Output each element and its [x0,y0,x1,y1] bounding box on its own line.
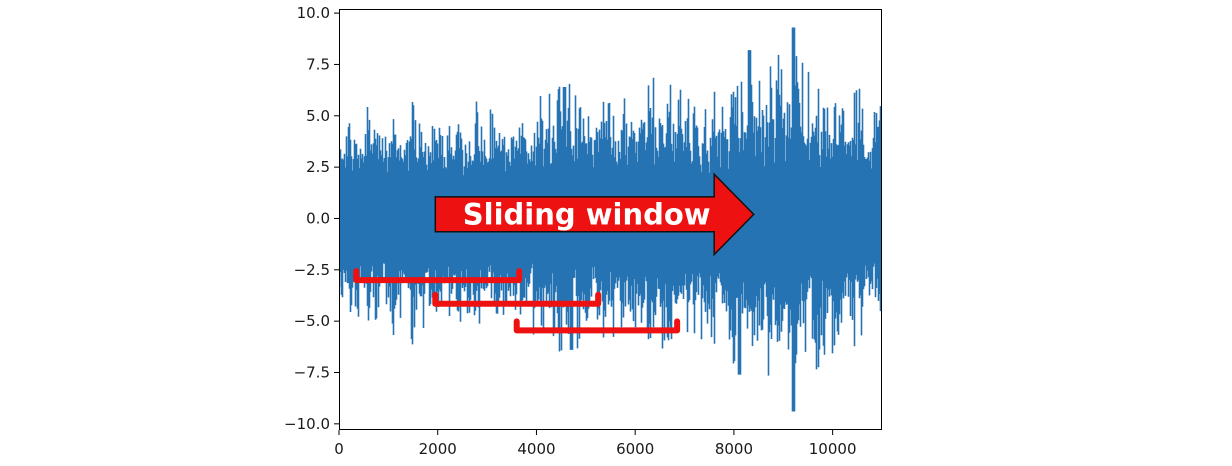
y-tick-label: −5.0 [294,312,330,330]
y-tick-label: −7.5 [294,363,330,381]
sliding-window-label: Sliding window [463,197,711,231]
x-tick-label: 10000 [809,440,857,458]
window-bracket-3 [513,318,681,334]
y-tick-label: 5.0 [306,107,330,125]
x-tick-label: 0 [334,440,344,458]
y-axis: 10.0 7.5 5.0 2.5 0.0 −2.5 −5.0 −7.5 −10.0 [284,4,339,433]
window-bracket-2 [432,291,602,307]
x-tick-label: 4000 [517,440,555,458]
window-bracket-1 [353,268,523,284]
x-axis: 0 2000 4000 6000 8000 10000 [334,430,856,458]
y-tick-label: 7.5 [306,55,330,73]
y-tick-label: 2.5 [306,158,330,176]
x-tick-label: 8000 [715,440,753,458]
y-tick-label: −2.5 [294,261,330,279]
y-tick-label: 0.0 [306,209,330,227]
plot-frame [339,9,882,430]
x-tick-label: 6000 [616,440,654,458]
annotations: Sliding window [353,172,755,334]
sliding-window-arrow [434,172,755,257]
x-tick-label: 2000 [419,440,457,458]
y-tick-label: −10.0 [284,415,330,433]
y-tick-label: 10.0 [297,4,330,22]
